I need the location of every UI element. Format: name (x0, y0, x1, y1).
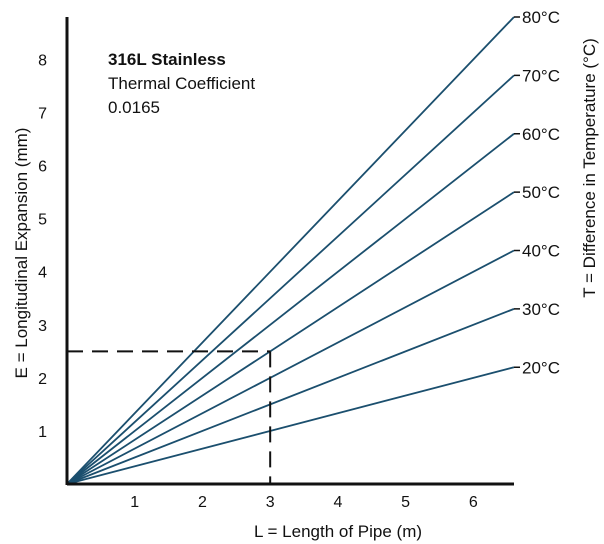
series-line-20c (66, 366, 515, 485)
annotation-coefficient-value: 0.0165 (108, 98, 160, 117)
series-labels: 80°C 70°C 60°C 50°C 40°C 30°C 20°C (514, 8, 560, 377)
right-axis-title: T = Difference in Temperature (°C) (580, 38, 599, 298)
x-tick-label: 2 (198, 494, 207, 511)
series-lines (66, 16, 515, 485)
x-tick-label: 5 (401, 494, 410, 511)
series-line-80c (66, 16, 515, 485)
x-tick-label: 6 (469, 494, 478, 511)
x-tick-label: 3 (266, 494, 275, 511)
series-label-40c: 40°C (522, 242, 560, 261)
y-axis-title: E = Longitudinal Expansion (mm) (12, 128, 31, 379)
series-line-30c (66, 308, 515, 485)
y-tick-label: 8 (38, 52, 47, 69)
guide-lines (67, 350, 272, 484)
series-label-20c: 20°C (522, 358, 560, 377)
y-tick-label: 4 (38, 265, 47, 282)
axes (65, 17, 514, 486)
tick-labels: 1 2 3 4 5 6 1 2 3 4 5 6 7 8 (38, 52, 478, 511)
series-label-80c: 80°C (522, 8, 560, 27)
y-tick-label: 5 (38, 212, 47, 229)
y-tick-label: 7 (38, 106, 47, 123)
series-line-50c (66, 191, 515, 485)
x-axis-title: L = Length of Pipe (m) (254, 522, 422, 541)
y-tick-label: 1 (38, 424, 47, 441)
series-label-70c: 70°C (522, 66, 560, 85)
y-tick-label: 6 (38, 159, 47, 176)
y-tick-label: 2 (38, 371, 47, 388)
annotation-title: 316L Stainless (108, 50, 226, 69)
series-line-70c (66, 74, 515, 485)
series-line-60c (66, 133, 515, 485)
x-tick-label: 4 (333, 494, 342, 511)
series-label-30c: 30°C (522, 300, 560, 319)
series-line-40c (66, 249, 515, 485)
x-tick-label: 1 (130, 494, 139, 511)
series-label-60c: 60°C (522, 125, 560, 144)
series-label-50c: 50°C (522, 183, 560, 202)
y-tick-label: 3 (38, 318, 47, 335)
annotation-coefficient-label: Thermal Coefficient (108, 74, 255, 93)
